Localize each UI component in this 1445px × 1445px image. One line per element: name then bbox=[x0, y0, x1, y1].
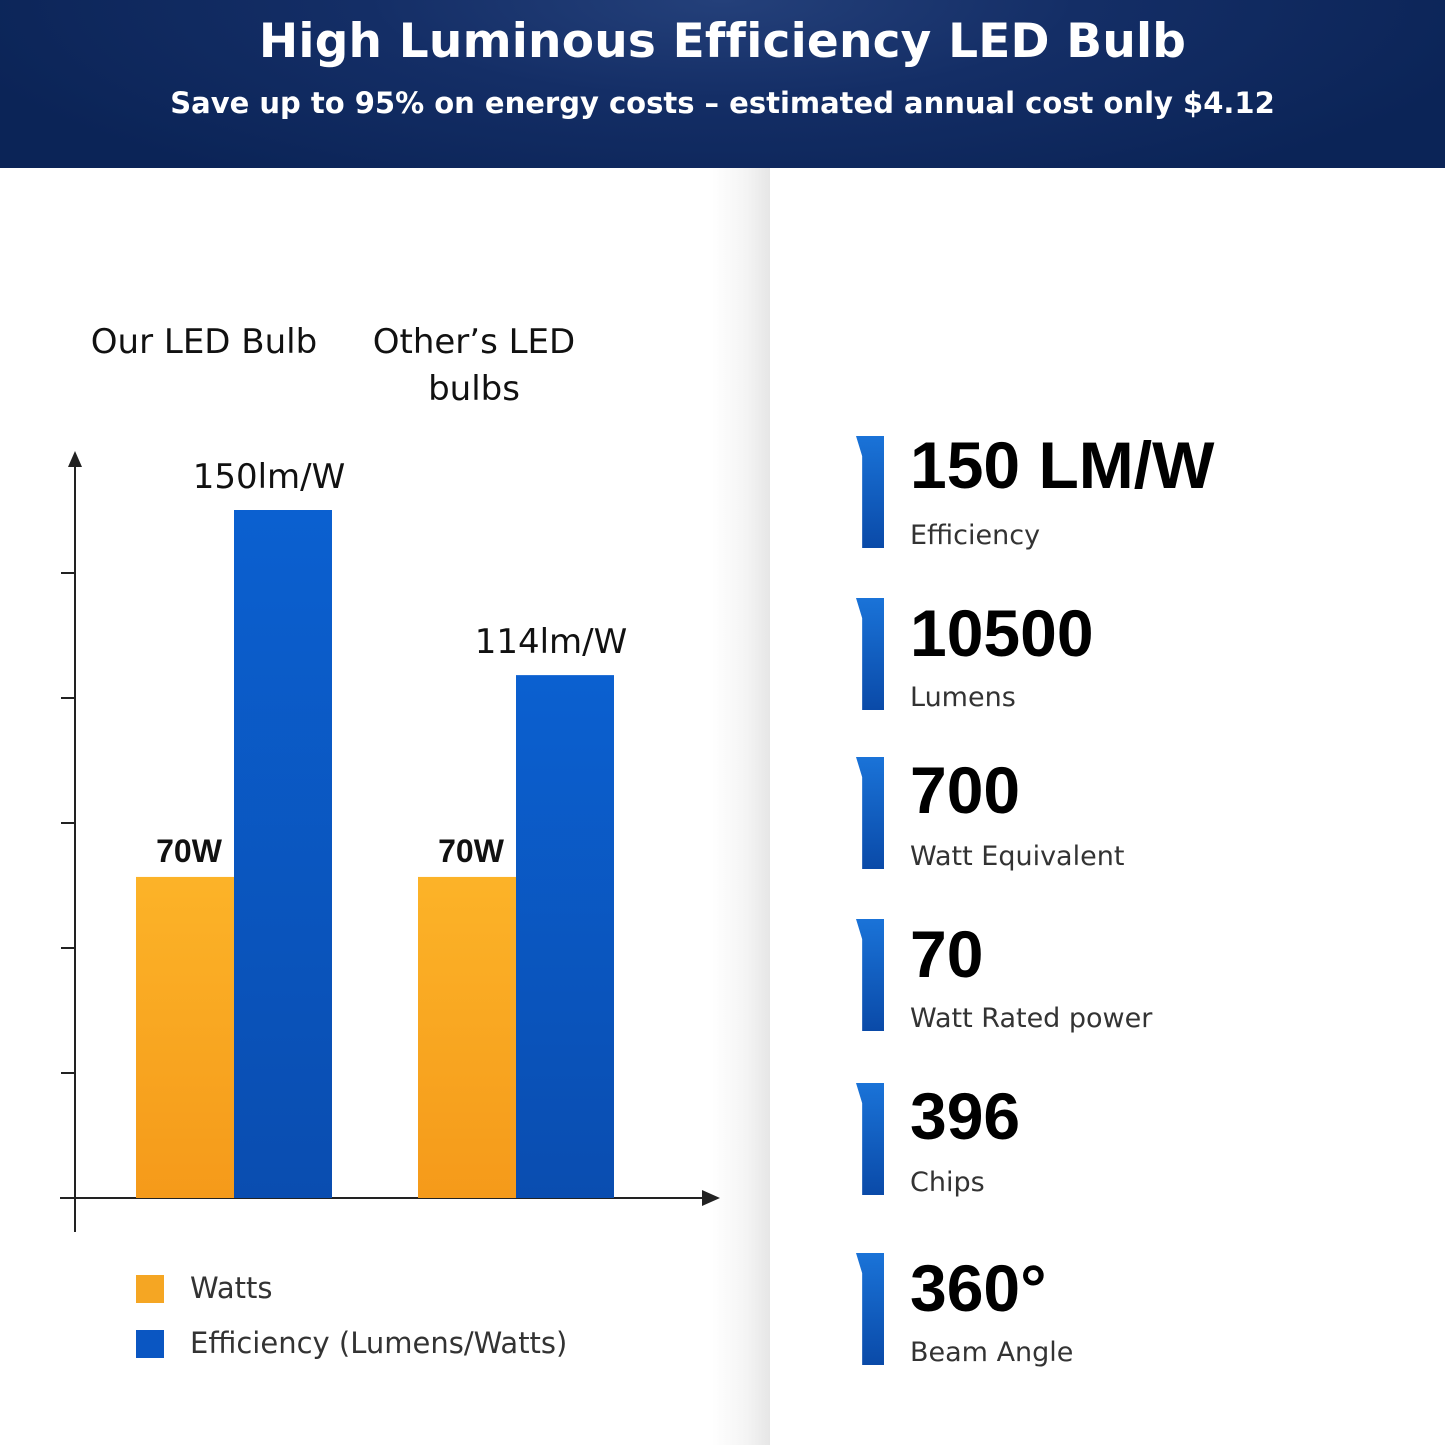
spec-item: 70 Watt Rated power bbox=[852, 919, 1392, 1039]
y-axis-arrow bbox=[68, 451, 82, 467]
efficiency-bar bbox=[516, 675, 614, 1198]
spec-item: 10500 Lumens bbox=[852, 598, 1392, 718]
spec-accent-bar bbox=[856, 436, 884, 548]
legend-swatch bbox=[136, 1330, 164, 1358]
spec-item: 396 Chips bbox=[852, 1083, 1392, 1203]
spec-value: 150 LM/W bbox=[910, 428, 1215, 502]
chart-legend: Watts Efficiency (Lumens/Watts) bbox=[136, 1271, 567, 1360]
panel-divider bbox=[712, 168, 770, 1445]
spec-item: 360° Beam Angle bbox=[852, 1253, 1392, 1373]
x-axis-arrow bbox=[702, 1190, 720, 1206]
watts-bar bbox=[418, 876, 516, 1198]
header-banner: High Luminous Efficiency LED Bulb Save u… bbox=[0, 0, 1445, 168]
category-label: Our LED Bulb bbox=[91, 322, 317, 362]
spec-label: Efficiency bbox=[910, 520, 1041, 551]
legend-label: Efficiency (Lumens/Watts) bbox=[190, 1326, 567, 1360]
spec-accent-bar bbox=[856, 919, 884, 1031]
spec-accent-bar bbox=[856, 1253, 884, 1365]
spec-label: Beam Angle bbox=[910, 1337, 1074, 1368]
spec-label: Chips bbox=[910, 1167, 985, 1198]
watts-data-label: 70W bbox=[438, 833, 505, 869]
efficiency-data-label: 150lm/W bbox=[193, 457, 346, 497]
spec-item: 150 LM/W Efficiency bbox=[852, 432, 1392, 556]
efficiency-data-label: 114lm/W bbox=[475, 622, 628, 662]
spec-label: Watt Equivalent bbox=[910, 841, 1125, 872]
chart-panel bbox=[0, 168, 768, 1445]
efficiency-bar-chart: Our LED Bulb 70W 150lm/W Other’s LED bulbs 70… bbox=[60, 322, 720, 1360]
watts-data-label: 70W bbox=[156, 833, 223, 869]
spec-accent-bar bbox=[856, 1083, 884, 1195]
efficiency-bar bbox=[234, 510, 332, 1198]
legend-label: Watts bbox=[190, 1271, 272, 1305]
spec-value: 10500 bbox=[910, 596, 1094, 670]
page-subtitle: Save up to 95% on energy costs – estimat… bbox=[170, 86, 1275, 120]
legend-swatch bbox=[136, 1275, 164, 1303]
category-label: Other’s LED bbox=[373, 322, 575, 362]
spec-label: Watt Rated power bbox=[910, 1003, 1153, 1034]
spec-value: 360° bbox=[910, 1251, 1047, 1325]
chart-bars bbox=[136, 510, 614, 1198]
watts-bar bbox=[136, 876, 234, 1198]
spec-value: 396 bbox=[910, 1079, 1021, 1153]
spec-label: Lumens bbox=[910, 682, 1016, 713]
category-label: bulbs bbox=[428, 369, 520, 409]
page-title: High Luminous Efficiency LED Bulb bbox=[258, 14, 1187, 69]
spec-value: 70 bbox=[910, 917, 984, 991]
spec-accent-bar bbox=[856, 598, 884, 710]
chart-labels: Our LED Bulb 70W 150lm/W Other’s LED bulbs 70… bbox=[91, 322, 627, 869]
spec-accent-bar bbox=[856, 757, 884, 869]
spec-value: 700 bbox=[910, 753, 1021, 827]
spec-item: 700 Watt Equivalent bbox=[852, 757, 1392, 877]
